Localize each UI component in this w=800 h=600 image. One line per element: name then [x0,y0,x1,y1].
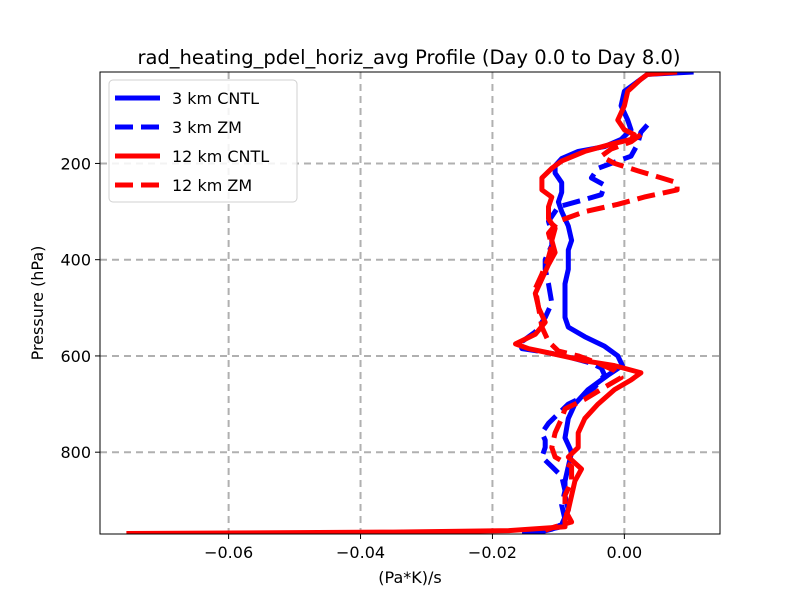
y-axis-label: Pressure (hPa) [28,246,47,361]
plot-frame [99,71,721,535]
x-tick-label: −0.06 [204,543,253,562]
series-line-12-km-cntl [126,72,678,534]
y-axis: 200 400 600 800 [60,154,100,462]
x-axis-label: (Pa*K)/s [378,568,441,587]
y-tick-label: 600 [60,347,91,366]
legend: 3 km CNTL 3 km ZM 12 km CNTL 12 km ZM [108,79,298,203]
chart-title: rad_heating_pdel_horiz_avg Profile (Day … [137,46,680,69]
x-tick-label: 0.00 [607,543,643,562]
y-tick-label: 400 [60,251,91,270]
x-axis: −0.06 −0.04 −0.02 0.00 [204,534,642,562]
y-tick-label: 200 [60,154,91,173]
x-tick-label: −0.04 [336,543,385,562]
legend-label: 12 km CNTL [172,147,269,166]
x-tick-label: −0.02 [468,543,517,562]
legend-label: 3 km CNTL [172,89,259,108]
series-group [126,72,694,534]
legend-label: 3 km ZM [172,118,242,137]
y-tick-label: 800 [60,443,91,462]
legend-box [108,79,298,203]
legend-label: 12 km ZM [172,176,252,195]
